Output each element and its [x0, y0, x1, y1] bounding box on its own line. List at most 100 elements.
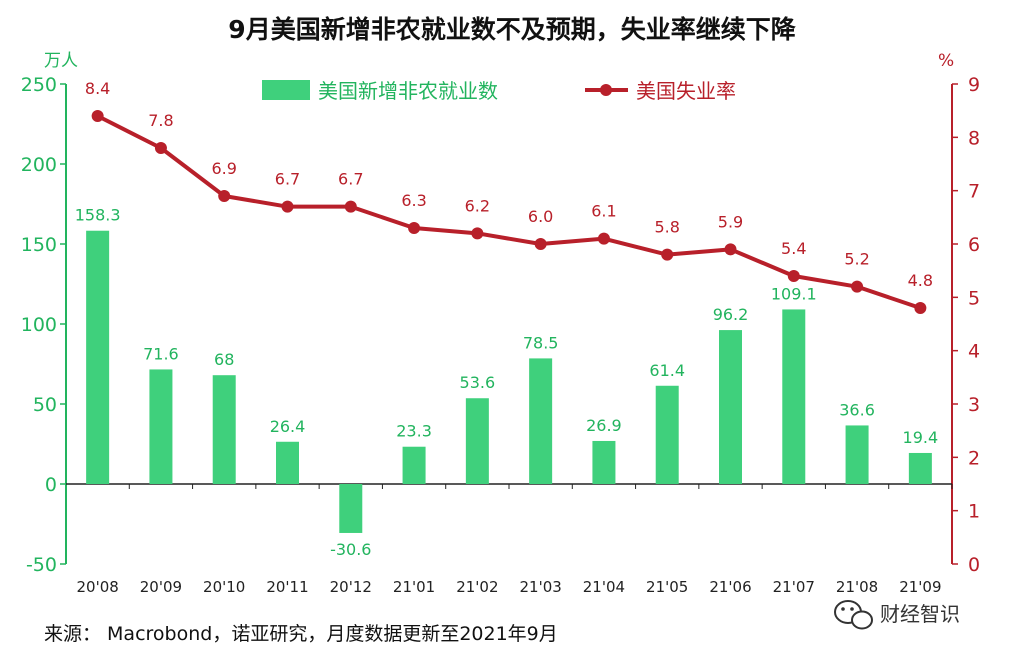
line-value-label: 6.9 — [211, 159, 236, 178]
line-value-label: 6.1 — [591, 202, 616, 221]
bar — [592, 440, 616, 484]
bar-value-label: -30.6 — [330, 540, 371, 559]
x-axis-tick-label: 20'12 — [330, 578, 372, 596]
left-axis-tick-label: 50 — [33, 394, 57, 416]
bar-value-label: 26.4 — [270, 417, 306, 436]
right-axis-unit: % — [938, 51, 954, 71]
line-point — [91, 110, 104, 122]
line-series — [91, 110, 927, 314]
line-point — [218, 190, 231, 202]
x-axis-tick-label: 21'02 — [456, 578, 498, 596]
legend-label-line: 美国失业率 — [636, 79, 736, 103]
line-value-label: 6.0 — [528, 207, 553, 226]
bar — [212, 375, 236, 484]
watermark-text: 财经智识 — [880, 602, 960, 626]
bar-value-label: 19.4 — [903, 428, 939, 447]
right-axis-tick-label: 4 — [968, 341, 980, 363]
right-axis-tick-label: 8 — [968, 127, 980, 149]
line-point — [344, 200, 357, 213]
line-point — [597, 232, 610, 245]
bar-value-label: 78.5 — [523, 333, 559, 352]
x-axis-tick-label: 21'03 — [519, 578, 561, 596]
line-point — [281, 200, 294, 213]
right-axis-tick-label: 3 — [968, 394, 980, 416]
line-point — [724, 243, 737, 256]
bar-value-label: 96.2 — [713, 305, 749, 324]
legend-label-bar: 美国新增非农就业数 — [318, 79, 498, 103]
line-point — [471, 227, 484, 240]
bar — [86, 230, 110, 484]
bar-value-label: 158.3 — [75, 206, 121, 225]
bar-value-label: 61.4 — [649, 361, 685, 380]
bar — [465, 398, 489, 484]
legend-swatch-bar — [262, 80, 310, 100]
source-note: 来源： Macrobond，诺亚研究，月度数据更新至2021年9月 — [44, 623, 558, 645]
legend-marker-line — [600, 84, 612, 96]
left-axis-tick-label: 250 — [21, 74, 57, 96]
wechat-icon — [834, 600, 873, 630]
x-axis-tick-label: 21'09 — [899, 578, 941, 596]
line-value-label: 6.7 — [275, 170, 300, 189]
chart-title: 9月美国新增非农就业数不及预期，失业率继续下降 — [228, 15, 796, 44]
unemployment-line — [96, 114, 921, 310]
bar-value-label: 36.6 — [839, 400, 875, 419]
bar-value-label: 68 — [214, 350, 234, 369]
left-axis-tick-label: -50 — [26, 554, 57, 576]
line-point — [534, 238, 547, 250]
x-axis-tick-label: 21'06 — [709, 578, 751, 596]
bar — [529, 358, 553, 484]
line-value-label: 4.8 — [908, 271, 933, 290]
bar — [149, 369, 173, 484]
bar — [276, 441, 299, 484]
bar — [402, 446, 426, 484]
x-axis-tick-label: 20'08 — [76, 578, 118, 596]
right-axis-tick-label: 2 — [968, 447, 980, 469]
x-axis-tick-label: 20'09 — [140, 578, 182, 596]
right-axis-tick-label: 1 — [968, 501, 980, 523]
left-axis-tick-label: 100 — [21, 314, 57, 336]
left-axis-tick-label: 0 — [45, 474, 57, 496]
bar-series — [86, 230, 932, 533]
right-axis-tick-label: 7 — [968, 181, 980, 203]
x-axis-tick-label: 20'11 — [266, 578, 308, 596]
bar — [908, 452, 932, 484]
bar-value-label: 53.6 — [460, 373, 496, 392]
right-axis-tick-label: 6 — [968, 234, 980, 256]
line-value-label: 5.4 — [781, 239, 806, 258]
line-value-label: 6.2 — [465, 196, 490, 215]
bar — [845, 425, 869, 484]
bar — [719, 330, 742, 484]
line-value-label: 5.8 — [654, 218, 679, 237]
x-axis-tick-label: 21'05 — [646, 578, 688, 596]
line-value-label: 5.2 — [844, 250, 869, 269]
x-axis-tick-label: 21'07 — [773, 578, 815, 596]
line-point — [408, 222, 421, 234]
bar-value-label: 71.6 — [143, 344, 179, 363]
line-point — [787, 270, 800, 282]
bar-value-label: 23.3 — [396, 422, 432, 441]
right-axis-tick-label: 0 — [968, 554, 980, 576]
chart-axes: 250 200 150 100 50 0 -50 9 8 7 6 5 4 3 2 1 0 20'08 20'09 20… — [21, 74, 980, 596]
bar — [339, 484, 363, 533]
line-value-label: 6.3 — [401, 191, 426, 210]
left-axis-tick-label: 150 — [21, 234, 57, 256]
x-axis-tick-label: 20'10 — [203, 578, 245, 596]
left-axis-unit: 万人 — [44, 51, 78, 71]
right-axis-tick-label: 5 — [968, 287, 980, 309]
x-axis-tick-label: 21'01 — [393, 578, 435, 596]
line-point — [851, 280, 864, 293]
left-axis-tick-label: 200 — [21, 154, 57, 176]
chart-legend: 美国新增非农就业数 美国失业率 — [262, 79, 736, 103]
bar — [782, 309, 806, 484]
line-point — [914, 302, 927, 314]
data-labels: 158.3 71.6 68 26.4 -30.6 23.3 53.6 78.5 26.9 61.4… — [75, 79, 938, 559]
bar — [655, 385, 679, 484]
watermark: 财经智识 — [834, 600, 960, 630]
line-point — [661, 248, 674, 261]
right-axis-tick-label: 9 — [968, 74, 980, 96]
x-axis-tick-label: 21'04 — [583, 578, 625, 596]
line-value-label: 5.9 — [718, 212, 743, 231]
line-point — [154, 142, 167, 154]
